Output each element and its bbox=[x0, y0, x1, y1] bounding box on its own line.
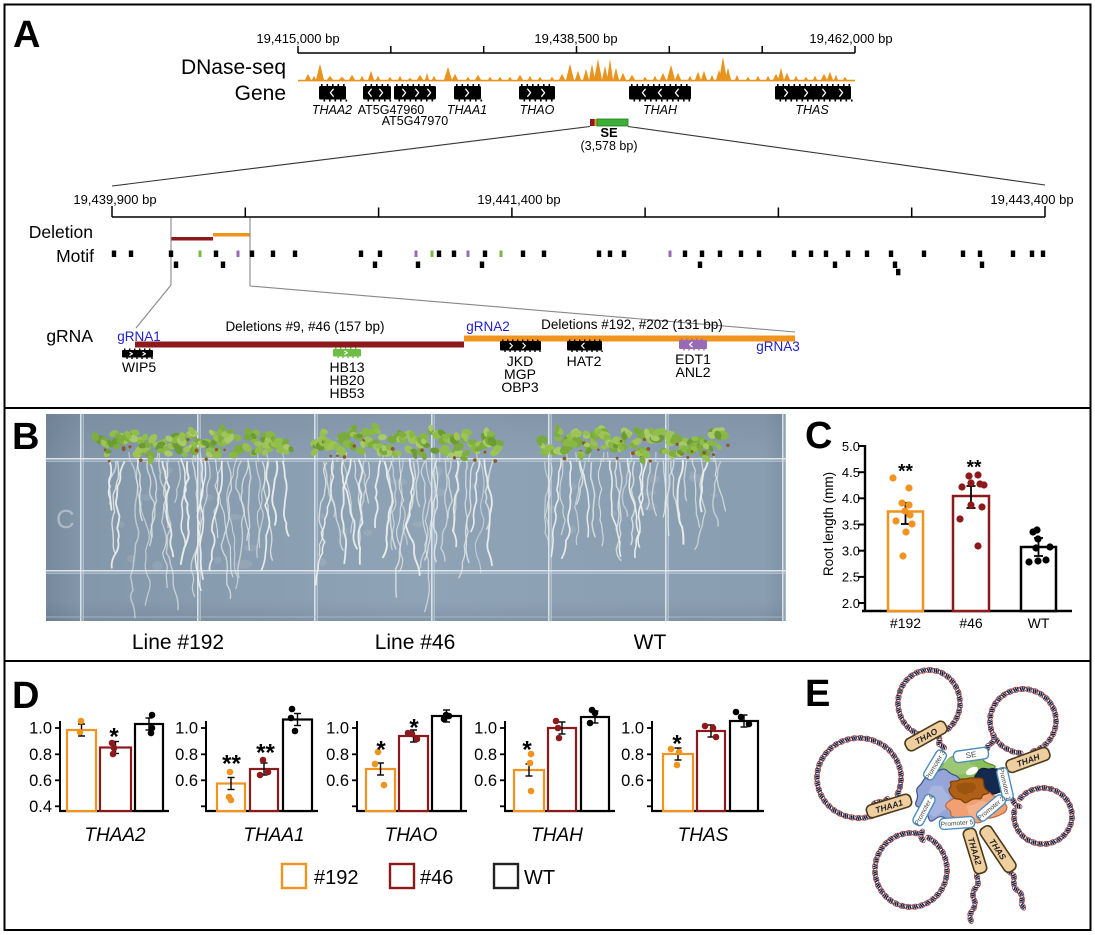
svg-text:19,443,400 bp: 19,443,400 bp bbox=[990, 192, 1073, 207]
svg-text:Root length (mm): Root length (mm) bbox=[821, 472, 836, 576]
svg-text:THAH: THAH bbox=[531, 825, 583, 846]
svg-text:**: ** bbox=[256, 740, 275, 767]
svg-text:0.6: 0.6 bbox=[621, 772, 644, 790]
svg-text:19,438,500 bp: 19,438,500 bp bbox=[534, 31, 617, 46]
svg-text:MGP: MGP bbox=[504, 366, 536, 382]
svg-text:WIP5: WIP5 bbox=[122, 359, 156, 375]
svg-text:THAA1: THAA1 bbox=[243, 825, 304, 846]
svg-text:0.8: 0.8 bbox=[175, 746, 198, 764]
svg-text:19,439,900 bp: 19,439,900 bp bbox=[73, 192, 156, 207]
svg-text:2.5: 2.5 bbox=[842, 570, 860, 585]
svg-text:SE: SE bbox=[965, 750, 977, 760]
svg-text:0.6: 0.6 bbox=[29, 772, 52, 790]
svg-text:THAS: THAS bbox=[678, 825, 729, 846]
svg-text:DNase-seq: DNase-seq bbox=[181, 56, 286, 79]
svg-text:THAA2: THAA2 bbox=[84, 825, 146, 846]
svg-text:0.8: 0.8 bbox=[621, 746, 644, 764]
svg-text:#46: #46 bbox=[420, 867, 453, 889]
svg-text:Line #192: Line #192 bbox=[132, 631, 224, 654]
svg-text:B: B bbox=[12, 416, 39, 458]
svg-text:*: * bbox=[109, 724, 119, 751]
svg-text:OBP3: OBP3 bbox=[501, 379, 539, 395]
svg-text:5.0: 5.0 bbox=[842, 439, 860, 454]
svg-text:19,462,000 bp: 19,462,000 bp bbox=[809, 31, 892, 46]
svg-text:THAA2: THAA2 bbox=[312, 103, 352, 117]
svg-text:AT5G47960: AT5G47960 bbox=[358, 103, 425, 117]
svg-text:1.0: 1.0 bbox=[29, 720, 52, 738]
svg-text:ANL2: ANL2 bbox=[675, 364, 710, 380]
svg-text:**: ** bbox=[967, 458, 982, 479]
svg-text:gRNA2: gRNA2 bbox=[466, 319, 510, 334]
svg-text:Line #46: Line #46 bbox=[375, 631, 456, 654]
svg-text:**: ** bbox=[898, 462, 913, 483]
svg-text:Gene: Gene bbox=[235, 82, 286, 105]
svg-text:C: C bbox=[56, 504, 75, 534]
svg-text:THAA1: THAA1 bbox=[447, 103, 487, 117]
svg-text:Motif: Motif bbox=[56, 246, 94, 266]
svg-text:1.0: 1.0 bbox=[621, 720, 644, 738]
svg-text:HB13: HB13 bbox=[329, 359, 364, 375]
svg-text:E: E bbox=[805, 673, 830, 715]
svg-text:EDT1: EDT1 bbox=[675, 351, 711, 367]
svg-text:gRNA3: gRNA3 bbox=[756, 339, 800, 354]
svg-text:HB20: HB20 bbox=[329, 372, 364, 388]
svg-text:Deletions #192, #202 (131 bp): Deletions #192, #202 (131 bp) bbox=[541, 317, 723, 332]
svg-text:19,415,000 bp: 19,415,000 bp bbox=[256, 31, 339, 46]
svg-text:(3,578 bp): (3,578 bp) bbox=[581, 139, 638, 153]
svg-text:**: ** bbox=[222, 751, 241, 778]
svg-text:0.4: 0.4 bbox=[29, 798, 52, 816]
svg-text:AT5G47970: AT5G47970 bbox=[382, 114, 449, 128]
svg-text:THAO: THAO bbox=[385, 825, 438, 846]
svg-text:C: C bbox=[805, 415, 832, 457]
svg-text:Promoter 5: Promoter 5 bbox=[941, 819, 974, 828]
svg-text:THAO: THAO bbox=[520, 103, 555, 117]
svg-text:SE: SE bbox=[600, 125, 618, 140]
svg-text:1.0: 1.0 bbox=[326, 720, 349, 738]
svg-text:A: A bbox=[13, 14, 40, 56]
svg-text:WT: WT bbox=[1028, 615, 1050, 631]
svg-text:HAT2: HAT2 bbox=[567, 353, 602, 369]
svg-text:Deletion: Deletion bbox=[29, 222, 93, 242]
svg-text:3.0: 3.0 bbox=[842, 544, 860, 559]
svg-text:#192: #192 bbox=[314, 867, 359, 889]
svg-text:*: * bbox=[376, 737, 386, 764]
svg-text:THAH: THAH bbox=[643, 103, 678, 117]
svg-text:0.8: 0.8 bbox=[29, 746, 52, 764]
svg-text:JKD: JKD bbox=[507, 353, 533, 369]
svg-text:0.8: 0.8 bbox=[474, 746, 497, 764]
svg-text:THAS: THAS bbox=[795, 103, 829, 117]
svg-text:*: * bbox=[522, 737, 532, 764]
svg-text:#46: #46 bbox=[959, 615, 983, 631]
svg-text:1.0: 1.0 bbox=[175, 720, 198, 738]
svg-text:HB53: HB53 bbox=[329, 385, 364, 401]
svg-text:*: * bbox=[672, 731, 682, 758]
svg-text:4.5: 4.5 bbox=[842, 465, 860, 480]
svg-text:1.0: 1.0 bbox=[474, 720, 497, 738]
svg-text:2.0: 2.0 bbox=[842, 596, 860, 611]
svg-text:Deletions #9, #46 (157 bp): Deletions #9, #46 (157 bp) bbox=[225, 319, 384, 334]
svg-text:0.8: 0.8 bbox=[326, 746, 349, 764]
svg-text:WT: WT bbox=[634, 631, 667, 654]
svg-text:0.6: 0.6 bbox=[175, 772, 198, 790]
svg-text:D: D bbox=[12, 675, 39, 717]
svg-text:#192: #192 bbox=[890, 615, 921, 631]
svg-text:WT: WT bbox=[524, 867, 555, 889]
svg-text:gRNA: gRNA bbox=[46, 326, 93, 346]
svg-text:0.6: 0.6 bbox=[326, 772, 349, 790]
svg-text:19,441,400 bp: 19,441,400 bp bbox=[477, 192, 560, 207]
svg-text:*: * bbox=[409, 715, 419, 742]
svg-text:4.0: 4.0 bbox=[842, 491, 860, 506]
svg-text:gRNA1: gRNA1 bbox=[117, 329, 161, 344]
svg-text:3.5: 3.5 bbox=[842, 517, 860, 532]
svg-text:0.6: 0.6 bbox=[474, 772, 497, 790]
